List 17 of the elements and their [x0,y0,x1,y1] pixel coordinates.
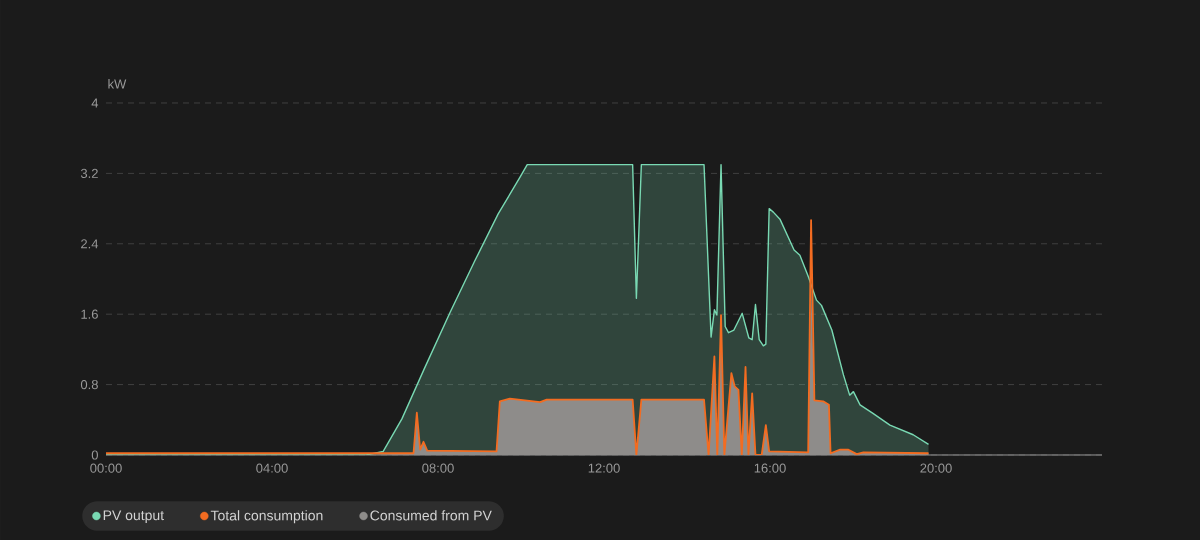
x-tick-label: 08:00 [422,463,454,473]
x-tick-label: 00:00 [90,463,122,473]
line-series [106,219,930,455]
legend-label: PV output [103,510,164,523]
x-tick-label: 16:00 [754,463,786,473]
x-tick-label: 04:00 [256,463,288,473]
y-tick-label: 4 [91,98,99,108]
y-tick-label: 0 [91,450,98,460]
legend-label: Total consumption [210,510,323,524]
y-axis-title: kW [108,79,127,89]
legend-label: Consumed from PV [370,510,492,521]
y-tick-label: 2.4 [81,239,99,249]
y-tick-label: 1.6 [81,309,98,319]
x-tick-label: 12:00 [588,463,620,473]
y-tick-label: 0.8 [80,379,98,390]
y-tick-label: 3.2 [80,168,98,178]
x-tick-label: 20:00 [920,463,952,473]
